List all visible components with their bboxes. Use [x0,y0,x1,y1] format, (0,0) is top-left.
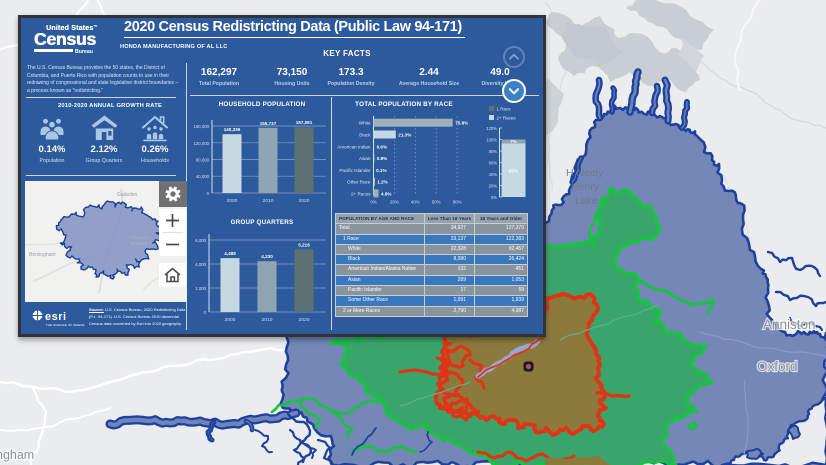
svg-text:2,000: 2,000 [195,286,206,291]
svg-text:Anniston: Anniston [763,317,816,332]
svg-text:2+ Races: 2+ Races [351,191,371,196]
svg-text:140,336: 140,336 [224,127,241,132]
svg-text:75.8%: 75.8% [455,121,468,126]
svg-text:40%: 40% [411,200,420,205]
svg-text:Gadsden: Gadsden [117,192,138,198]
svg-text:5,216: 5,216 [298,242,310,247]
svg-text:Anniston: Anniston [763,317,816,332]
svg-text:157,081: 157,081 [296,120,313,125]
svg-text:80%: 80% [489,149,498,154]
svg-text:2020: 2020 [299,317,310,323]
svg-text:Oxford: Oxford [757,359,798,374]
svg-text:0.6%: 0.6% [377,144,387,149]
svg-text:Talladega: Talladega [129,235,149,240]
svg-text:20%: 20% [390,200,399,205]
svg-text:7%: 7% [510,139,516,144]
svg-text:Asian: Asian [359,156,371,161]
svg-text:155,737: 155,737 [260,121,277,126]
svg-text:0: 0 [207,191,210,196]
svg-text:0: 0 [204,310,207,315]
svg-text:ngham: ngham [0,448,34,462]
svg-text:20%: 20% [489,184,498,189]
svg-text:Birmingham: Birmingham [29,252,56,258]
svg-text:80,000: 80,000 [196,158,210,163]
svg-text:0.1%: 0.1% [376,168,386,173]
svg-text:National F: National F [131,241,152,246]
svg-text:Other Race: Other Race [347,180,371,185]
svg-text:1 Race: 1 Race [497,107,512,112]
svg-text:2+ Races: 2+ Races [497,116,517,121]
svg-text:Black: Black [359,133,371,138]
svg-text:120%: 120% [486,126,497,131]
svg-text:Lake: Lake [575,195,598,207]
svg-text:ngham: ngham [0,448,34,462]
svg-text:4.8%: 4.8% [381,191,391,196]
svg-text:21.3%: 21.3% [398,133,411,138]
svg-text:2010: 2010 [262,317,273,323]
svg-text:160,000: 160,000 [193,124,209,129]
svg-text:0%: 0% [491,195,497,200]
svg-text:4,488: 4,488 [224,251,236,256]
svg-text:60%: 60% [432,200,441,205]
svg-text:0%: 0% [370,200,376,205]
svg-text:Henry: Henry [571,181,600,193]
svg-text:40,000: 40,000 [196,174,210,179]
svg-text:0.8%: 0.8% [377,156,387,161]
svg-text:White: White [359,121,371,126]
svg-text:2020: 2020 [299,198,310,204]
svg-text:Oxford: Oxford [757,359,798,374]
svg-text:2000: 2000 [227,198,238,204]
svg-text:120,000: 120,000 [193,141,209,146]
svg-text:1.2%: 1.2% [377,180,387,185]
svg-text:H Neely: H Neely [566,167,604,179]
svg-text:Pacific Islander: Pacific Islander [339,168,371,173]
svg-text:40%: 40% [489,172,498,177]
svg-text:80%: 80% [453,200,462,205]
svg-text:4,230: 4,230 [261,254,273,259]
svg-text:100%: 100% [486,138,497,143]
svg-text:4,000: 4,000 [195,262,206,267]
svg-text:2010: 2010 [263,198,274,204]
svg-text:American Indian: American Indian [337,144,371,149]
svg-text:6,000: 6,000 [195,238,206,243]
svg-text:93%: 93% [509,168,519,174]
svg-text:60%: 60% [489,161,498,166]
svg-text:2000: 2000 [225,317,236,323]
